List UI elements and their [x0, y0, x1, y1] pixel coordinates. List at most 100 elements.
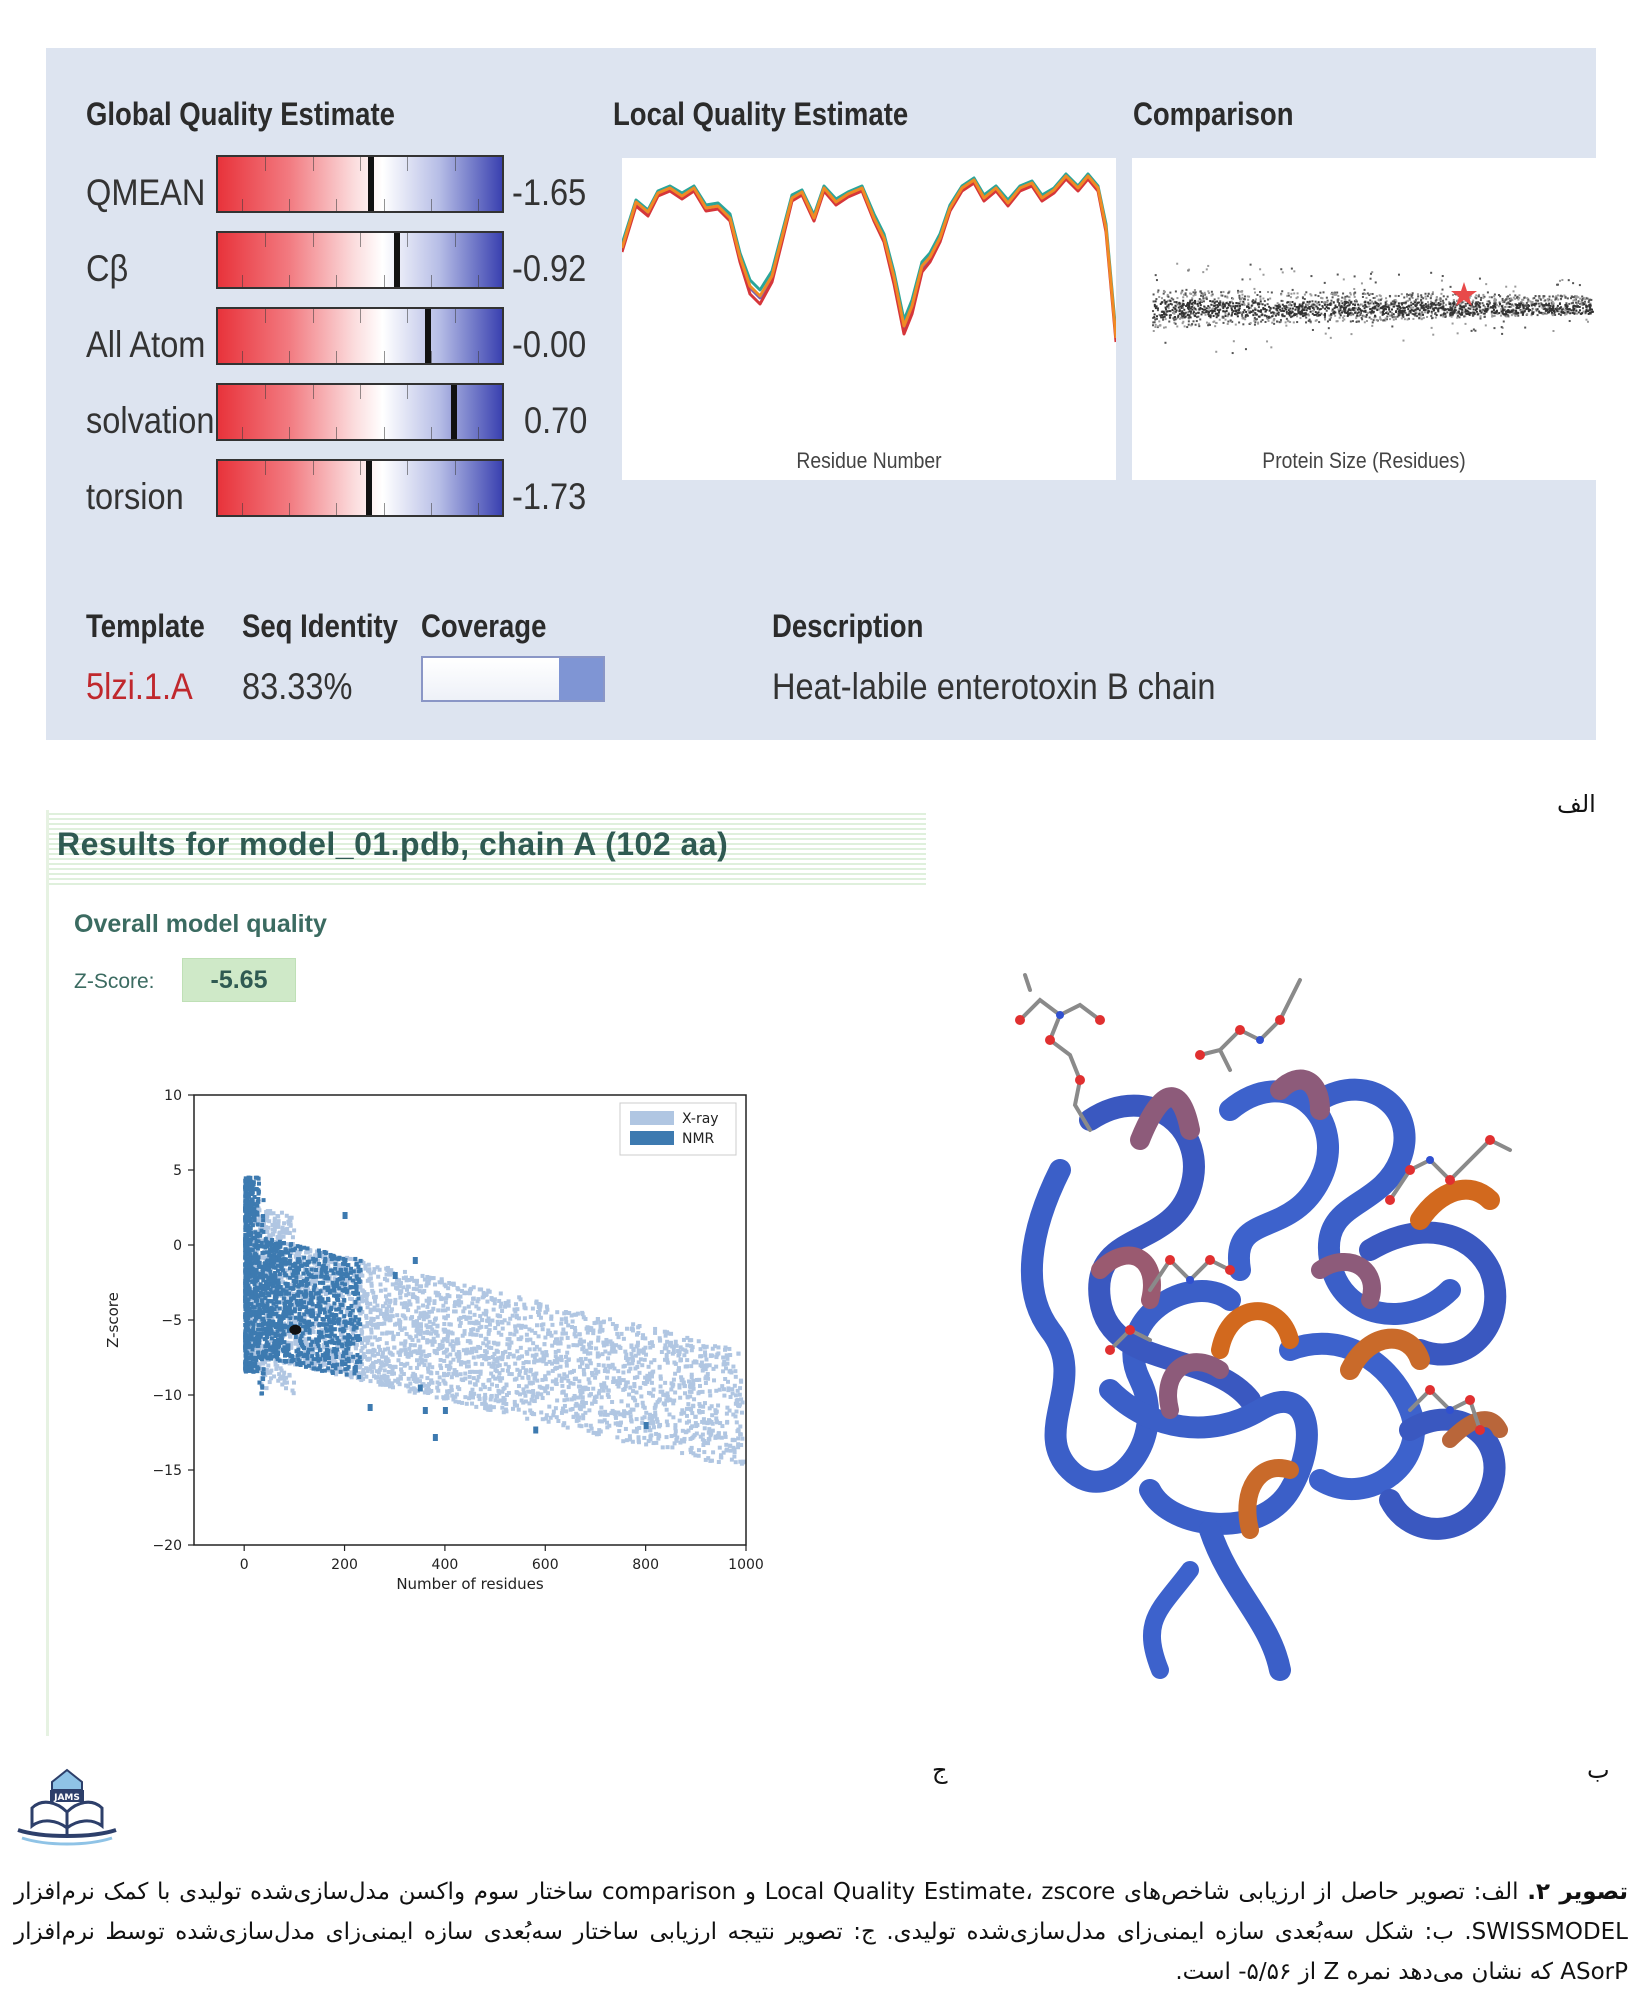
bar-tick [478, 199, 480, 211]
metric-bar-cbeta [216, 231, 504, 289]
zscore-badge: -5.65 [182, 958, 296, 1002]
x-tick-label: 0 [240, 1557, 249, 1573]
bar-tick [431, 503, 432, 515]
metric-value-solvation: 0.70 [524, 400, 588, 441]
prosa-panel: Results for model_01.pdb, chain A (102 a… [46, 810, 926, 1736]
bar-tick [431, 351, 432, 363]
bar-tick [454, 233, 456, 247]
bar-tick [265, 157, 267, 171]
bar-tick [312, 233, 314, 247]
caption-label: تصویر ۲. [1527, 1879, 1628, 1905]
metric-label-cbeta: Cβ [86, 248, 129, 289]
bar-tick [289, 275, 290, 287]
metric-value-all-atom: -0.00 [512, 324, 587, 365]
metric-label-solvation: solvation [86, 400, 215, 441]
bar-tick [478, 275, 480, 287]
coverage-header: Coverage [421, 608, 547, 644]
plot-frame [193, 1094, 747, 1546]
bar-tick [454, 461, 456, 475]
x-tick-label: 1000 [728, 1557, 764, 1573]
protein-3d-structure [1015, 973, 1512, 1681]
overall-quality-title: Overall model quality [74, 910, 327, 938]
metric-value-cbeta: -0.92 [512, 248, 587, 289]
bar-tick [407, 157, 409, 171]
bar-tick [241, 275, 243, 287]
metric-bar-all-atom [216, 307, 504, 365]
bar-tick [478, 351, 480, 363]
bar-tick [265, 233, 267, 247]
template-header: Template [86, 608, 205, 644]
metric-label-torsion: torsion [86, 476, 184, 517]
bar-tick [265, 385, 267, 399]
bar-tick [312, 461, 314, 475]
bar-tick [336, 351, 338, 363]
bar-tick [360, 309, 361, 323]
bar-tick [312, 385, 314, 399]
bar-tick [265, 309, 267, 323]
metric-marker [425, 309, 432, 363]
bar-tick [478, 503, 480, 515]
seq-identity-header: Seq Identity [242, 608, 398, 644]
y-tick-label: 10 [164, 1088, 182, 1104]
bar-tick [241, 427, 243, 439]
local-xlabel: Residue Number [796, 448, 942, 473]
global-quality-title: Global Quality Estimate [86, 96, 395, 132]
zscore-label: Z-Score: [74, 970, 155, 993]
coverage-fill [559, 658, 603, 700]
bar-tick [360, 157, 361, 171]
legend-swatch [630, 1111, 674, 1125]
figure-caption: تصویر ۲. الف: تصویر حاصل از ارزیابی شاخص… [14, 1872, 1628, 1992]
y-tick-label: 0 [173, 1238, 182, 1254]
bar-tick [383, 503, 385, 515]
caption-text: الف: تصویر حاصل از ارزیابی شاخص‌های Loca… [14, 1879, 1628, 1985]
local-quality-lines [620, 172, 1118, 343]
bar-tick [383, 275, 385, 287]
chart-legend: X-ray NMR [619, 1102, 737, 1156]
metric-value-qmean: -1.65 [512, 172, 587, 213]
local-quality-title: Local Quality Estimate [613, 96, 909, 132]
bar-tick [407, 309, 409, 323]
legend-swatch [630, 1131, 674, 1145]
coverage-bar [421, 656, 605, 702]
x-tick-label: 800 [632, 1557, 659, 1573]
bar-tick [383, 199, 385, 211]
panel-label-a: الف [1557, 790, 1596, 818]
metric-marker [393, 233, 400, 287]
bar-tick [336, 503, 338, 515]
y-axis-label: Z-score [104, 1292, 122, 1348]
swissmodel-quality-panel: Global Quality Estimate Local Quality Es… [46, 48, 1596, 740]
local-quality-plot: Residue Number [620, 158, 1118, 480]
comparison-title: Comparison [1133, 96, 1294, 132]
model-star-icon [1451, 282, 1477, 306]
template-link[interactable]: 5lzi.1.A [86, 666, 193, 707]
y-tick-label: −15 [152, 1463, 182, 1479]
x-tick-label: 400 [432, 1557, 459, 1573]
bar-tick [241, 503, 243, 515]
y-tick-label: −5 [161, 1313, 182, 1329]
metric-marker [368, 157, 375, 211]
bar-tick [312, 157, 314, 171]
panel-label-b: ب [1587, 1756, 1610, 1784]
bar-tick [407, 461, 409, 475]
metric-marker [450, 385, 457, 439]
bar-tick [289, 427, 290, 439]
comparison-plot: Protein Size (Residues) [1132, 158, 1596, 480]
bar-tick [431, 427, 432, 439]
legend-label: NMR [682, 1131, 715, 1147]
zscore-scatter-chart: 10 5 0 −5 −10 −15 −20 0 200 400 600 800 1000 Number o… [104, 1088, 764, 1593]
x-tick-label: 200 [331, 1557, 358, 1573]
description-header: Description [772, 608, 924, 644]
metric-bar-torsion [216, 459, 504, 517]
legend-label: X-ray [682, 1111, 719, 1127]
description-value: Heat-labile enterotoxin B chain [772, 666, 1216, 707]
bar-tick [336, 427, 338, 439]
panel-label-c: ج [932, 1756, 948, 1784]
logo-text: JAMS [53, 1793, 80, 1803]
comparison-scatter [1152, 262, 1594, 355]
seq-identity-value: 83.33% [242, 666, 353, 707]
bar-tick [241, 351, 243, 363]
metric-bar-solvation [216, 383, 504, 441]
bar-tick [289, 199, 290, 211]
x-axis-label: Number of residues [396, 1575, 544, 1593]
bar-tick [360, 233, 361, 247]
